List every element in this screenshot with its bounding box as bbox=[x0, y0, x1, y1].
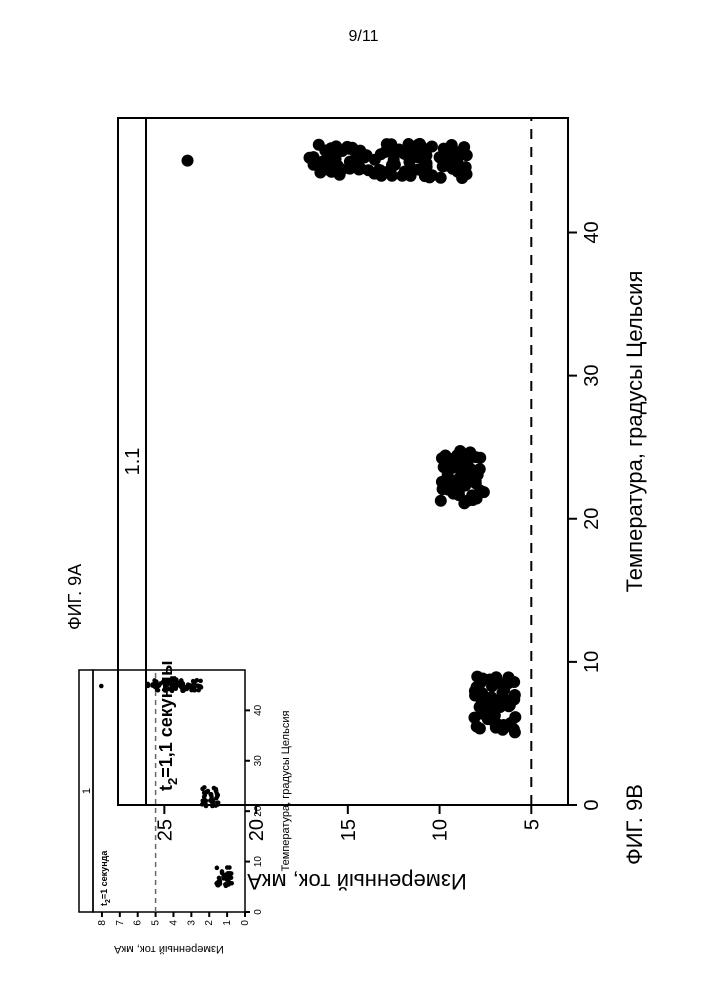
y-tick-label: 0 bbox=[240, 920, 251, 926]
figure-b-label: ФИГ. 9B bbox=[622, 784, 647, 865]
inset-label: t2=1 секунда bbox=[99, 850, 112, 906]
chart-a: 1010203040012345678Температура, градусы … bbox=[65, 660, 295, 960]
x-axis-title: Температура, градусы Цельсия bbox=[622, 271, 647, 593]
y-tick-label: 2 bbox=[204, 920, 215, 926]
data-points bbox=[182, 138, 522, 739]
panel-title: 1 bbox=[81, 788, 93, 794]
x-tick-label: 30 bbox=[253, 755, 264, 767]
x-axis-title: Температура, градусы Цельсия bbox=[280, 711, 292, 872]
y-tick-label: 5 bbox=[151, 920, 162, 926]
y-tick-label: 1 bbox=[222, 920, 233, 926]
x-tick-label: 0 bbox=[253, 909, 264, 915]
y-tick-label: 5 bbox=[521, 819, 543, 830]
y-tick-label: 7 bbox=[115, 920, 126, 926]
x-tick-label: 20 bbox=[253, 805, 264, 817]
x-tick-label: 40 bbox=[253, 704, 264, 716]
figure-a-label: ФИГ. 9A bbox=[65, 564, 86, 630]
y-tick-label: 10 bbox=[430, 819, 452, 841]
y-tick-label: 6 bbox=[133, 920, 144, 926]
y-tick-label: 15 bbox=[338, 819, 360, 841]
x-tick-label: 20 bbox=[581, 508, 603, 530]
page-number: 9/11 bbox=[0, 28, 727, 46]
x-tick-label: 30 bbox=[581, 365, 603, 387]
y-tick-label: 3 bbox=[186, 920, 197, 926]
y-tick-label: 4 bbox=[168, 920, 179, 926]
data-points bbox=[99, 677, 234, 888]
y-tick-label: 8 bbox=[97, 920, 108, 926]
y-axis-title: Измеренный ток, мкА bbox=[113, 943, 223, 955]
x-tick-label: 40 bbox=[581, 221, 603, 243]
x-tick-label: 10 bbox=[253, 856, 264, 868]
panel-title: 1.1 bbox=[122, 448, 144, 476]
x-tick-label: 0 bbox=[581, 799, 603, 810]
page: 9/11 ФИГ. 9A 1.1010203040510152025Темпер… bbox=[0, 0, 727, 1000]
x-tick-label: 10 bbox=[581, 651, 603, 673]
